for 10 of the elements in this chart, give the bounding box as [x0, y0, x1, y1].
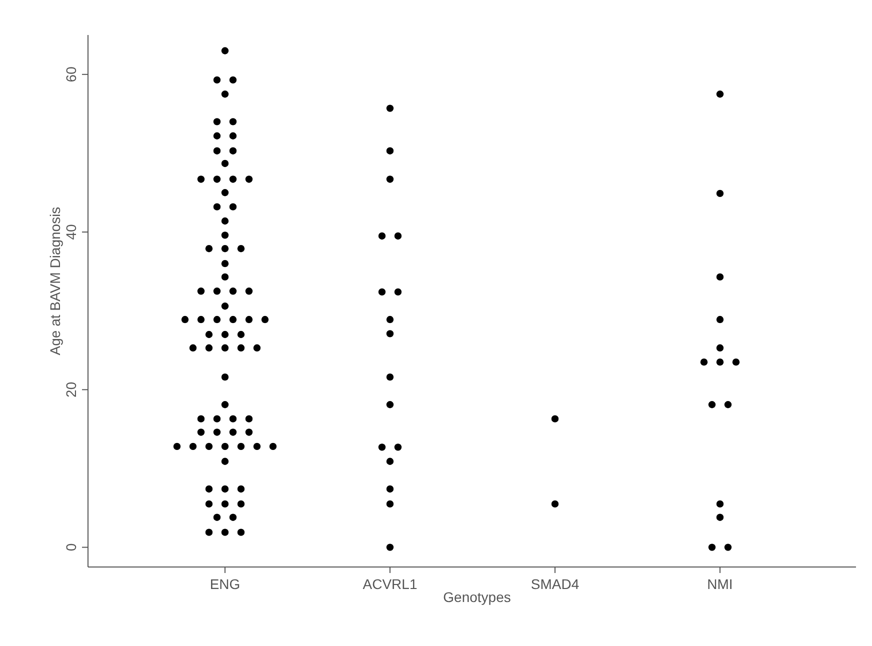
- y-tick-label: 40: [63, 224, 79, 240]
- y-axis-title: Age at BAVM Diagnosis: [47, 206, 63, 356]
- x-tick-label: ACVRL1: [362, 576, 418, 592]
- y-tick-label: 20: [63, 382, 79, 398]
- x-axis-title: Genotypes: [443, 589, 511, 605]
- y-tick-label: 60: [63, 66, 79, 82]
- x-tick-label: SMAD4: [530, 576, 580, 592]
- x-tick-label: ENG: [210, 576, 240, 592]
- x-tick-label: NMI: [707, 576, 733, 592]
- y-tick-label: 0: [63, 543, 79, 552]
